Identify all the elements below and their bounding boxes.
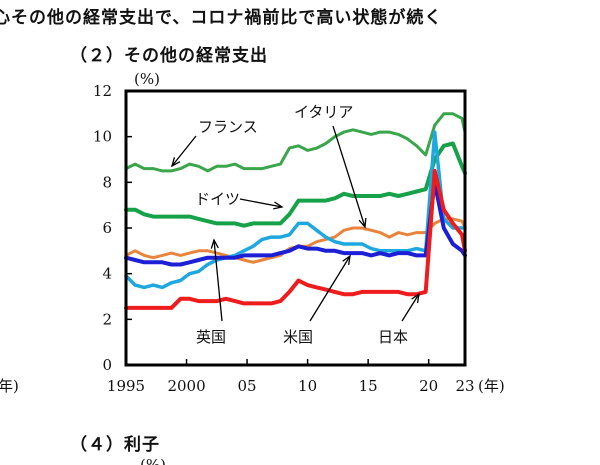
y-tick-label: 8 <box>102 173 112 191</box>
y-tick-label: 4 <box>102 265 112 283</box>
label-arrow-head <box>358 217 367 229</box>
series-line <box>124 112 467 173</box>
label-arrow-head <box>210 238 219 249</box>
x-tick-label: 05 <box>238 377 257 395</box>
x-tick-label: 20 <box>419 377 438 395</box>
label-leader-line <box>213 239 223 322</box>
y-tick-label: 6 <box>102 219 112 237</box>
chart-subtitle: （２）その他の経常支出 <box>70 46 268 66</box>
x-tick-label: 23 <box>455 377 474 395</box>
y-tick-label: 12 <box>93 82 112 100</box>
label-leader-line <box>171 135 197 167</box>
x-tick-label: 15 <box>359 377 378 395</box>
x-tick-label: 2000 <box>167 377 205 395</box>
series-line <box>124 130 467 290</box>
y-tick-label: 10 <box>93 128 112 146</box>
label-leader-line <box>239 198 283 208</box>
x-tick-label: 10 <box>298 377 317 395</box>
series-line <box>124 180 467 267</box>
label-arrow-head <box>273 201 284 210</box>
label-leader-line <box>332 125 366 228</box>
series-line <box>124 141 467 228</box>
series-label: フランス <box>198 118 258 136</box>
series-label: 米国 <box>283 328 313 346</box>
series-line <box>124 168 467 310</box>
series-label: イタリア <box>294 103 353 121</box>
series-label: ドイツ <box>195 190 240 208</box>
left-chart-x-unit: 年) <box>0 377 19 395</box>
next-chart-unit: (%) <box>140 456 166 465</box>
x-tick-label: 1995 <box>107 377 145 395</box>
page-heading: 心その他の経常支出で、コロナ禍前比で高い状態が続く <box>0 8 443 28</box>
label-arrow-head <box>170 157 181 168</box>
axis-layer: 0 2 4 6 8 10 12 (%) 1995 2000 05 10 15 20 23 (年) 年) (%) <box>0 70 505 465</box>
x-axis-unit: (年) <box>478 377 505 395</box>
y-tick-label: 0 <box>102 356 112 374</box>
label-arrow-head <box>411 292 420 303</box>
y-tick-label: 2 <box>102 310 112 328</box>
series-layer <box>124 112 467 310</box>
label-leader-line <box>401 293 420 322</box>
next-section-title: （４）利子 <box>70 435 160 455</box>
label-leader-line <box>309 255 351 322</box>
y-axis-unit: (%) <box>134 70 160 88</box>
label-arrow-head <box>342 254 351 265</box>
series-label: 日本 <box>378 328 408 346</box>
series-label: 英国 <box>196 328 226 346</box>
